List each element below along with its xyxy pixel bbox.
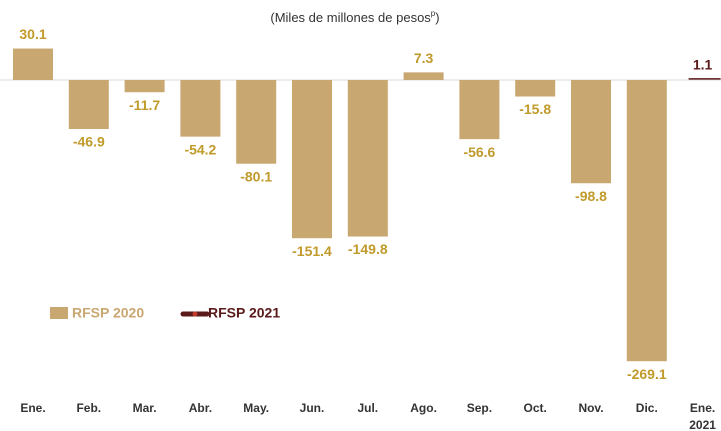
subtitle-end: ) bbox=[435, 10, 439, 25]
value-label: -80.1 bbox=[240, 168, 272, 184]
x-tick-label: Dic. bbox=[636, 401, 658, 415]
value-label: -11.7 bbox=[129, 97, 160, 113]
x-tick-label: Ene. bbox=[20, 401, 45, 415]
x-tick-label: Jul. bbox=[357, 401, 378, 415]
value-label: -151.4 bbox=[292, 243, 332, 259]
bar bbox=[459, 80, 500, 140]
x-tick-label: Feb. bbox=[76, 401, 101, 415]
bar bbox=[292, 80, 332, 239]
bar bbox=[626, 80, 667, 362]
value-label: -98.8 bbox=[575, 188, 607, 204]
legend-label: RFSP 2021 bbox=[208, 305, 280, 321]
subtitle-superscript: p bbox=[431, 9, 436, 18]
chart-subtitle: (Miles de millones de pesosp) bbox=[270, 9, 439, 25]
legend-marker bbox=[192, 311, 198, 317]
legend-swatch bbox=[50, 307, 68, 319]
bar bbox=[180, 80, 221, 137]
x-tick-label: Nov. bbox=[578, 401, 603, 415]
bar bbox=[13, 48, 53, 80]
value-label: 7.3 bbox=[414, 50, 434, 66]
x-tick-label: May. bbox=[243, 401, 269, 415]
value-label: 1.1 bbox=[693, 57, 713, 73]
bar bbox=[515, 80, 556, 97]
legend-label: RFSP 2020 bbox=[72, 305, 144, 321]
value-label: -149.8 bbox=[348, 241, 388, 257]
value-label: -269.1 bbox=[627, 366, 667, 382]
value-label: -15.8 bbox=[519, 101, 551, 117]
bar bbox=[124, 80, 165, 93]
x-tick-label: Mar. bbox=[133, 401, 157, 415]
bar bbox=[571, 80, 611, 184]
value-label: -54.2 bbox=[184, 141, 216, 157]
x-tick-label: Oct. bbox=[524, 401, 547, 415]
bar bbox=[347, 80, 388, 237]
x-tick-label: 2021 bbox=[689, 418, 716, 431]
x-tick-label: Ene. bbox=[690, 401, 715, 415]
value-label: 30.1 bbox=[19, 26, 46, 42]
value-label: -56.6 bbox=[463, 144, 495, 160]
x-tick-label: Jun. bbox=[300, 401, 325, 415]
x-tick-label: Sep. bbox=[467, 401, 492, 415]
subtitle-text: (Miles de millones de pesos bbox=[270, 10, 431, 25]
bar bbox=[236, 80, 277, 164]
x-tick-label: Ago. bbox=[410, 401, 437, 415]
x-tick-label: Abr. bbox=[189, 401, 212, 415]
value-label: -46.9 bbox=[73, 134, 105, 150]
bar bbox=[68, 80, 109, 130]
bar bbox=[403, 72, 444, 80]
